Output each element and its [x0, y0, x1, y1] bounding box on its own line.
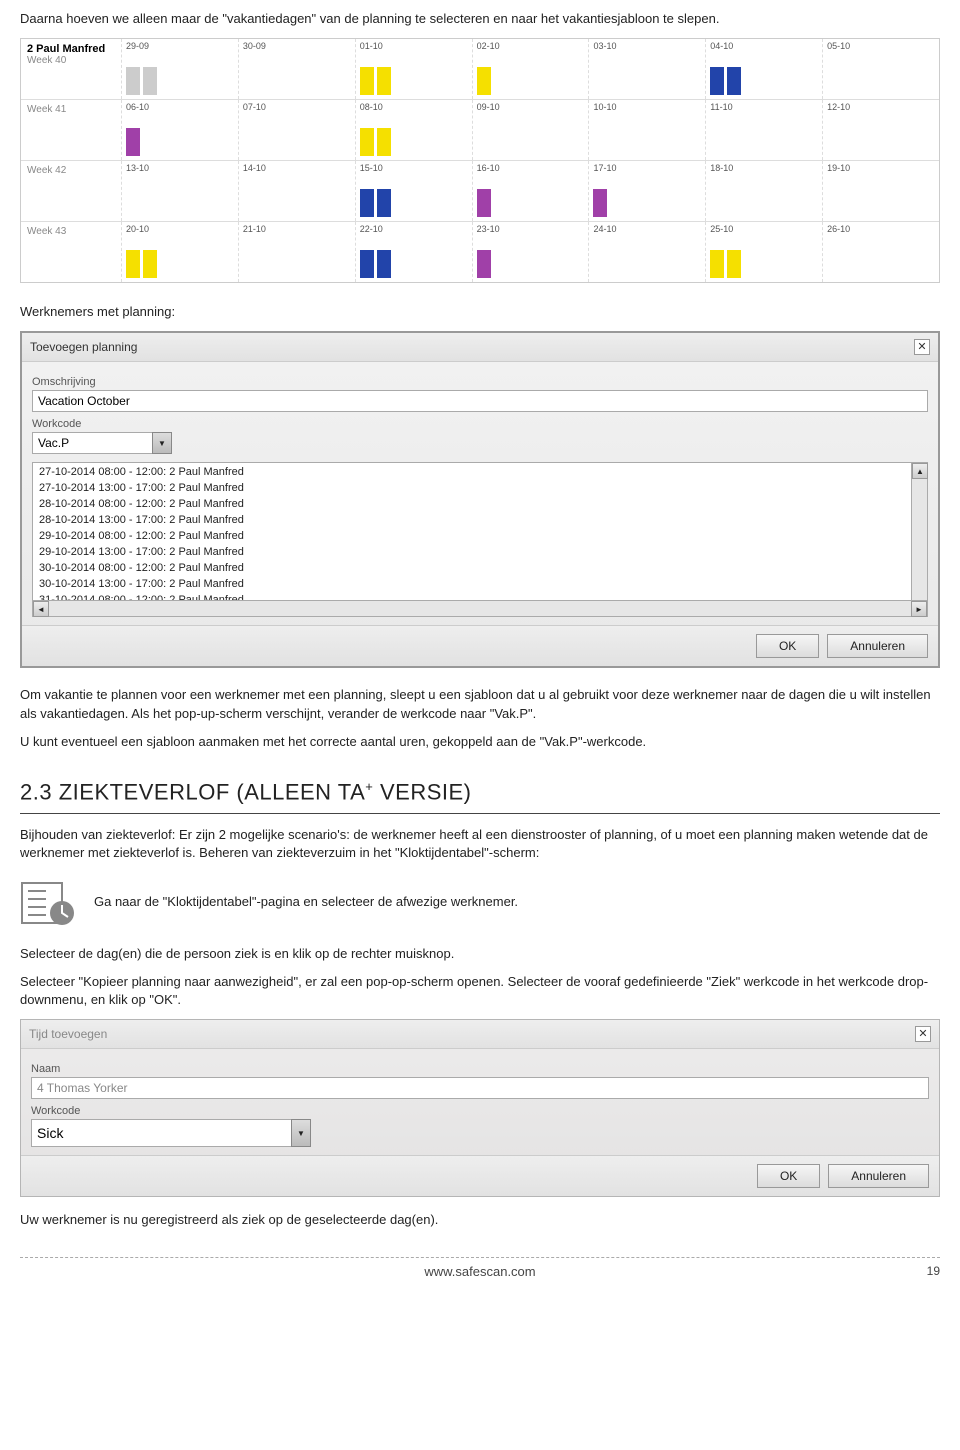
- calendar-day[interactable]: 16-10: [472, 161, 589, 221]
- calendar-day[interactable]: 19-10: [822, 161, 939, 221]
- calendar-day[interactable]: 13-10: [121, 161, 238, 221]
- divider: [20, 813, 940, 814]
- list-item[interactable]: 27-10-2014 08:00 - 12:00: 2 Paul Manfred: [39, 465, 923, 481]
- scroll-left-icon[interactable]: ◄: [33, 601, 49, 617]
- calendar-day[interactable]: 17-10: [588, 161, 705, 221]
- scroll-up-icon[interactable]: ▲: [912, 463, 928, 479]
- label-omschrijving: Omschrijving: [32, 376, 928, 388]
- calendar-day[interactable]: 18-10: [705, 161, 822, 221]
- calendar-day[interactable]: 30-09: [238, 39, 355, 99]
- calendar-day[interactable]: 01-10: [355, 39, 472, 99]
- calendar-day[interactable]: 05-10: [822, 39, 939, 99]
- calendar-day[interactable]: 08-10: [355, 100, 472, 160]
- calendar-day[interactable]: 24-10: [588, 222, 705, 282]
- list-item[interactable]: 27-10-2014 13:00 - 17:00: 2 Paul Manfred: [39, 481, 923, 497]
- list-item[interactable]: 30-10-2014 08:00 - 12:00: 2 Paul Manfred: [39, 561, 923, 577]
- calendar-day[interactable]: 06-10: [121, 100, 238, 160]
- page-footer: www.safescan.com 19: [20, 1257, 940, 1279]
- para-5: Selecteer de dag(en) die de persoon ziek…: [20, 945, 940, 963]
- calendar-day[interactable]: 15-10: [355, 161, 472, 221]
- para-2: Om vakantie te plannen voor een werkneme…: [20, 686, 940, 722]
- scroll-right-icon[interactable]: ►: [911, 601, 927, 617]
- ok-button[interactable]: OK: [756, 634, 819, 658]
- calendar-day[interactable]: 23-10: [472, 222, 589, 282]
- calendar-day[interactable]: 11-10: [705, 100, 822, 160]
- footer-url: www.safescan.com: [424, 1264, 535, 1279]
- calendar-day[interactable]: 09-10: [472, 100, 589, 160]
- list-item[interactable]: 30-10-2014 13:00 - 17:00: 2 Paul Manfred: [39, 577, 923, 593]
- input-omschrijving[interactable]: [32, 390, 928, 412]
- calendar-day[interactable]: 03-10: [588, 39, 705, 99]
- close-icon[interactable]: ✕: [914, 339, 930, 355]
- dialog2-title: Tijd toevoegen: [29, 1027, 107, 1041]
- calendar-day[interactable]: 07-10: [238, 100, 355, 160]
- calendar-grid: 2 Paul ManfredWeek 4029-0930-0901-1002-1…: [20, 38, 940, 283]
- para-4: Bijhouden van ziekteverlof: Er zijn 2 mo…: [20, 826, 940, 862]
- para-7: Uw werknemer is nu geregistreerd als zie…: [20, 1211, 940, 1229]
- planning-listbox[interactable]: 27-10-2014 08:00 - 12:00: 2 Paul Manfred…: [32, 462, 928, 617]
- input-workcode[interactable]: [32, 432, 172, 454]
- clocktable-icon: [20, 877, 78, 927]
- dropdown-icon[interactable]: ▼: [291, 1119, 311, 1147]
- calendar-day[interactable]: 02-10: [472, 39, 589, 99]
- page-number: 19: [927, 1264, 940, 1278]
- calendar-day[interactable]: 26-10: [822, 222, 939, 282]
- calendar-day[interactable]: 12-10: [822, 100, 939, 160]
- calendar-day[interactable]: 04-10: [705, 39, 822, 99]
- dropdown-icon[interactable]: ▼: [152, 432, 172, 454]
- calendar-day[interactable]: 25-10: [705, 222, 822, 282]
- label-naam: Naam: [31, 1063, 929, 1075]
- cancel-button[interactable]: Annuleren: [827, 634, 928, 658]
- ok-button[interactable]: OK: [757, 1164, 820, 1188]
- list-item[interactable]: 29-10-2014 13:00 - 17:00: 2 Paul Manfred: [39, 545, 923, 561]
- close-icon[interactable]: ✕: [915, 1026, 931, 1042]
- label-workcode2: Workcode: [31, 1105, 929, 1117]
- para-6: Selecteer "Kopieer planning naar aanwezi…: [20, 973, 940, 1009]
- dialog-add-time: Tijd toevoegen ✕ Naam Workcode ▼ OK Annu…: [20, 1019, 940, 1197]
- calendar-day[interactable]: 29-09: [121, 39, 238, 99]
- list-item[interactable]: 28-10-2014 13:00 - 17:00: 2 Paul Manfred: [39, 513, 923, 529]
- section-heading: 2.3 ZIEKTEVERLOF (ALLEEN TA+ VERSIE): [20, 779, 940, 805]
- list-item[interactable]: 28-10-2014 08:00 - 12:00: 2 Paul Manfred: [39, 497, 923, 513]
- list-item[interactable]: 29-10-2014 08:00 - 12:00: 2 Paul Manfred: [39, 529, 923, 545]
- cancel-button[interactable]: Annuleren: [828, 1164, 929, 1188]
- dialog-add-planning: Toevoegen planning ✕ Omschrijving Workco…: [20, 331, 940, 668]
- calendar-day[interactable]: 10-10: [588, 100, 705, 160]
- step-1-text: Ga naar de "Kloktijdentabel"-pagina en s…: [94, 887, 940, 911]
- para-3: U kunt eventueel een sjabloon aanmaken m…: [20, 733, 940, 751]
- input-workcode2[interactable]: [31, 1119, 311, 1147]
- calendar-day[interactable]: 21-10: [238, 222, 355, 282]
- calendar-day[interactable]: 22-10: [355, 222, 472, 282]
- label-workcode: Workcode: [32, 418, 928, 430]
- subhead-1: Werknemers met planning:: [20, 303, 940, 321]
- intro-text: Daarna hoeven we alleen maar de "vakanti…: [20, 10, 940, 28]
- input-naam[interactable]: [31, 1077, 929, 1099]
- calendar-day[interactable]: 14-10: [238, 161, 355, 221]
- dialog-title: Toevoegen planning: [30, 340, 137, 354]
- calendar-day[interactable]: 20-10: [121, 222, 238, 282]
